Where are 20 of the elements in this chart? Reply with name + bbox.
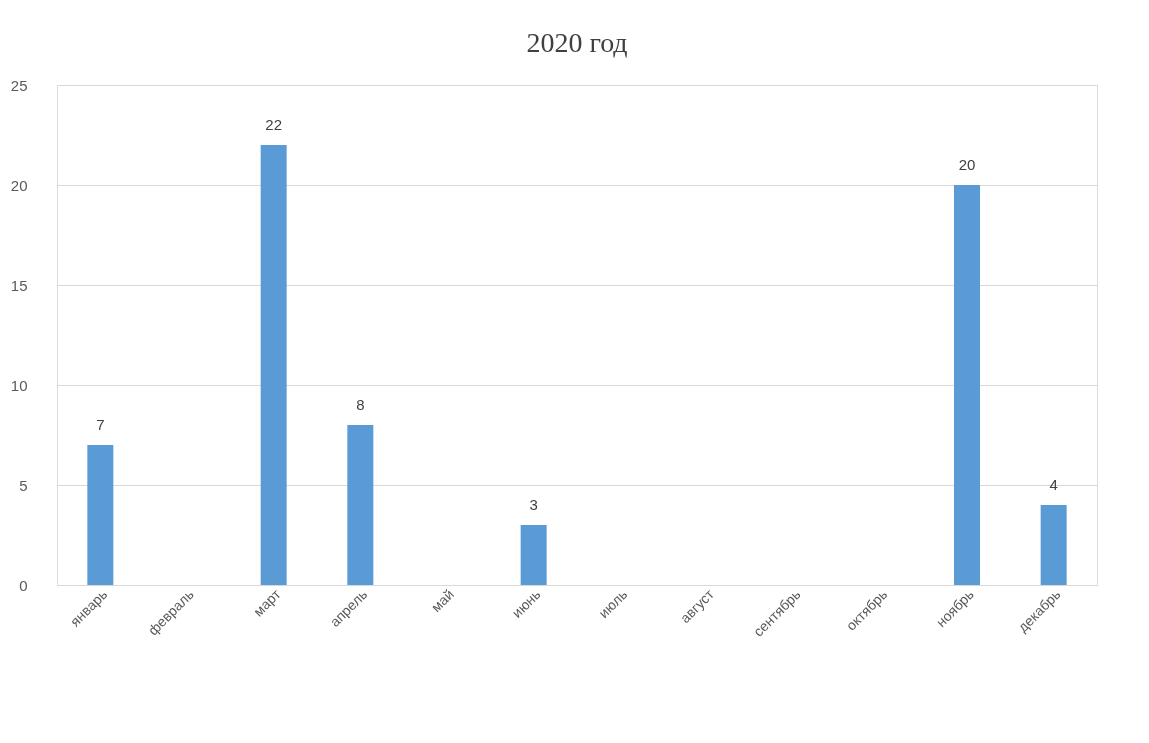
bar [87, 445, 114, 585]
bar [954, 185, 980, 585]
y-tick-label: 20 [10, 176, 28, 194]
y-tick-label: 15 [10, 276, 28, 294]
data-label: 20 [958, 156, 976, 173]
bar [520, 525, 547, 585]
bar [1040, 505, 1067, 585]
y-tick-label: 10 [10, 376, 28, 394]
data-label: 8 [356, 396, 365, 413]
data-label: 22 [265, 116, 283, 133]
y-tick-label: 0 [19, 576, 28, 594]
y-tick-label: 25 [10, 76, 28, 94]
y-tick-label: 5 [19, 476, 28, 494]
chart-title: 2020 год [526, 27, 628, 58]
data-label: 7 [96, 416, 105, 433]
data-label: 3 [529, 496, 538, 513]
x-tick-label: май [427, 586, 457, 616]
bar [260, 145, 287, 585]
data-label: 4 [1049, 476, 1058, 493]
bar [347, 425, 374, 585]
